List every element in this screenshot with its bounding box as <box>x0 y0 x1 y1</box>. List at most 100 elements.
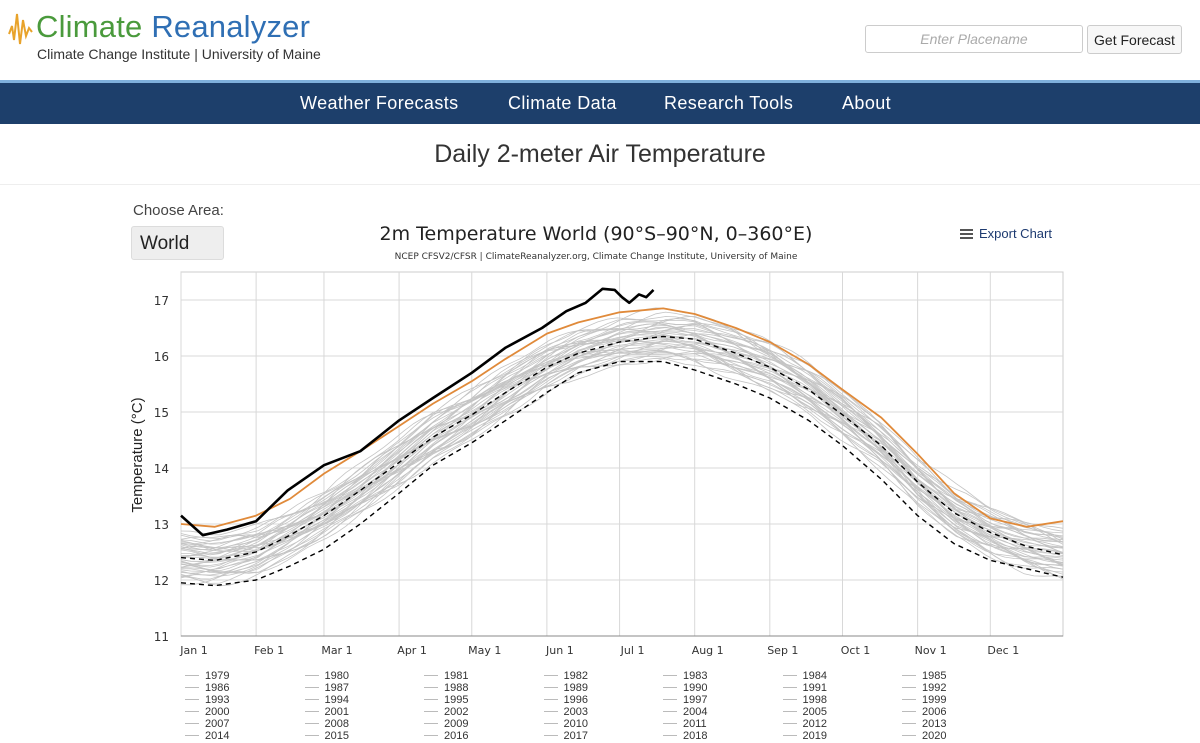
chart-title: 2m Temperature World (90°S–90°N, 0–360°E… <box>380 223 813 245</box>
legend-item-1992[interactable]: 1992 <box>902 682 946 694</box>
legend-item-2013[interactable]: 2013 <box>902 718 946 730</box>
legend-item-1981[interactable]: 1981 <box>424 670 468 682</box>
legend-item-1997[interactable]: 1997 <box>663 694 707 706</box>
legend-item-2011[interactable]: 2011 <box>663 718 707 730</box>
legend-item-1993[interactable]: 1993 <box>185 694 229 706</box>
legend-line-swatch <box>902 699 916 700</box>
series-line-mean <box>180 335 1064 562</box>
nav-weather-forecasts[interactable]: Weather Forecasts <box>300 93 459 113</box>
legend-item-2016[interactable]: 2016 <box>424 730 468 742</box>
legend-item-2004[interactable]: 2004 <box>663 706 707 718</box>
legend-line-swatch <box>782 723 797 724</box>
legend-year-label: 1979 <box>205 670 230 682</box>
legend-year-label: 2020 <box>922 730 947 742</box>
legend-line-swatch <box>185 735 199 736</box>
year-line-2011 <box>180 321 1064 556</box>
legend-item-2020[interactable]: 2020 <box>902 730 946 742</box>
year-line-2009 <box>180 333 1064 545</box>
legend-item-2015[interactable]: 2015 <box>304 730 349 742</box>
legend-year-label: 1980 <box>324 670 349 682</box>
legend-item-1986[interactable]: 1986 <box>185 682 229 694</box>
legend-item-2017[interactable]: 2017 <box>543 730 588 742</box>
legend-item-1998[interactable]: 1998 <box>782 694 827 706</box>
legend-year-label: 1985 <box>922 670 947 682</box>
legend-item-2008[interactable]: 2008 <box>304 718 349 730</box>
legend-line-swatch <box>663 699 677 700</box>
legend-item-2007[interactable]: 2007 <box>185 718 229 730</box>
legend-item-2019[interactable]: 2019 <box>782 730 827 742</box>
y-tick-label: 15 <box>154 406 169 420</box>
legend-item-2001[interactable]: 2001 <box>304 706 349 718</box>
legend-item-1991[interactable]: 1991 <box>782 682 827 694</box>
legend-item-1987[interactable]: 1987 <box>304 682 349 694</box>
legend-line-swatch <box>424 735 438 736</box>
legend-item-2000[interactable]: 2000 <box>185 706 229 718</box>
legend-item-1979[interactable]: 1979 <box>185 670 229 682</box>
nav-research-tools[interactable]: Research Tools <box>664 93 794 113</box>
x-tick-label: Feb 1 <box>254 644 284 657</box>
legend-year-label: 1992 <box>922 682 947 694</box>
y-tick-label: 17 <box>154 294 169 308</box>
x-tick-label: Apr 1 <box>397 644 427 657</box>
legend-year-label: 2017 <box>563 730 588 742</box>
legend-line-swatch <box>424 687 438 688</box>
nav-about[interactable]: About <box>842 93 892 113</box>
legend-item-1988[interactable]: 1988 <box>424 682 468 694</box>
x-tick-label: Sep 1 <box>767 644 798 657</box>
get-forecast-button[interactable]: Get Forecast <box>1087 25 1182 54</box>
legend-item-1980[interactable]: 1980 <box>304 670 349 682</box>
legend-item-1989[interactable]: 1989 <box>543 682 588 694</box>
legend-item-1994[interactable]: 1994 <box>304 694 349 706</box>
legend-year-label: 1999 <box>922 694 947 706</box>
y-tick-label: 13 <box>154 518 169 532</box>
legend-year-label: 1993 <box>205 694 230 706</box>
legend-year-label: 1989 <box>563 682 588 694</box>
legend-item-2012[interactable]: 2012 <box>782 718 827 730</box>
legend-item-1985[interactable]: 1985 <box>902 670 946 682</box>
legend-item-2014[interactable]: 2014 <box>185 730 229 742</box>
legend-line-swatch <box>543 687 558 688</box>
legend-item-1983[interactable]: 1983 <box>663 670 707 682</box>
x-tick-label: Jun 1 <box>545 644 574 657</box>
legend-line-swatch <box>543 723 558 724</box>
legend-item-2003[interactable]: 2003 <box>543 706 588 718</box>
year-line-2010 <box>180 318 1064 553</box>
legend-line-swatch <box>543 711 558 712</box>
legend-line-swatch <box>185 699 199 700</box>
x-tick-label: Dec 1 <box>987 644 1019 657</box>
legend-line-swatch <box>185 711 199 712</box>
year-line-2018 <box>180 307 1064 552</box>
legend-item-1996[interactable]: 1996 <box>543 694 588 706</box>
year-line-2020 <box>180 321 1064 536</box>
y-axis-label: Temperature (°C) <box>129 397 146 512</box>
nav-climate-data[interactable]: Climate Data <box>508 93 617 113</box>
placename-search-input[interactable] <box>865 25 1083 53</box>
y-tick-label: 12 <box>154 574 169 588</box>
legend-item-2009[interactable]: 2009 <box>424 718 468 730</box>
legend-item-1990[interactable]: 1990 <box>663 682 707 694</box>
legend-line-swatch <box>304 711 319 712</box>
legend-year-label: 2019 <box>802 730 827 742</box>
legend-line-swatch <box>424 723 438 724</box>
legend-line-swatch <box>543 735 558 736</box>
legend-year-label: 1986 <box>205 682 230 694</box>
legend-item-2018[interactable]: 2018 <box>663 730 707 742</box>
logo-title[interactable]: Climate Reanalyzer <box>36 9 310 45</box>
legend-item-1982[interactable]: 1982 <box>543 670 588 682</box>
legend-line-swatch <box>304 675 319 676</box>
legend-item-1984[interactable]: 1984 <box>782 670 827 682</box>
year-line-2016 <box>180 323 1064 540</box>
area-select[interactable]: World <box>131 226 224 260</box>
legend-year-label: 1994 <box>324 694 349 706</box>
legend-item-1999[interactable]: 1999 <box>902 694 946 706</box>
export-chart-button[interactable]: Export Chart <box>960 226 1052 241</box>
legend-item-2005[interactable]: 2005 <box>782 706 827 718</box>
legend-item-2002[interactable]: 2002 <box>424 706 468 718</box>
year-line-2017 <box>180 315 1064 539</box>
legend-item-2010[interactable]: 2010 <box>543 718 588 730</box>
legend-year-label: 1988 <box>444 682 469 694</box>
legend-item-2006[interactable]: 2006 <box>902 706 946 718</box>
legend-item-1995[interactable]: 1995 <box>424 694 468 706</box>
legend-line-swatch <box>782 735 797 736</box>
